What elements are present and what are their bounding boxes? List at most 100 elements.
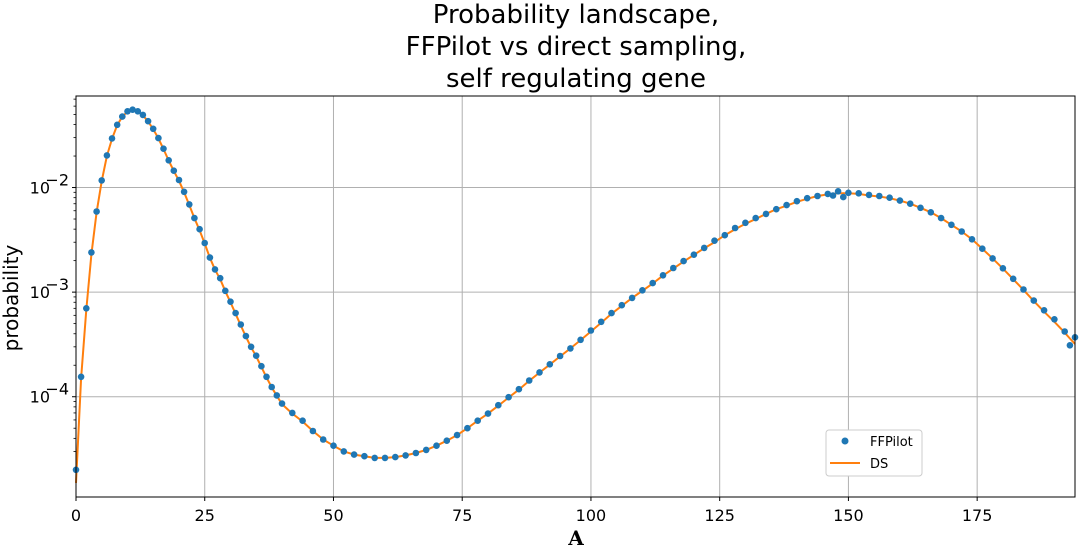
ffpilot-data-point xyxy=(700,244,708,252)
ffpilot-data-point xyxy=(371,454,379,462)
ffpilot-data-point xyxy=(865,191,873,199)
ffpilot-data-point xyxy=(834,188,842,195)
legend-box xyxy=(825,429,923,477)
ffpilot-data-point xyxy=(299,417,306,425)
ffpilot-data-point xyxy=(422,446,430,454)
ffpilot-data-point xyxy=(814,192,821,200)
ffpilot-data-point xyxy=(216,274,224,282)
ffpilot-data-point xyxy=(1066,342,1074,349)
x-axis-label: A xyxy=(567,526,584,550)
ffpilot-data-point xyxy=(242,332,250,340)
ffpilot-data-point xyxy=(175,176,183,184)
ffpilot-data-point xyxy=(309,427,317,435)
ffpilot-data-point xyxy=(443,437,451,445)
y-tick-base: 10 xyxy=(30,283,50,302)
ffpilot-data-point xyxy=(845,189,852,197)
ffpilot-data-point xyxy=(144,117,152,125)
ffpilot-data-point xyxy=(979,245,986,252)
x-tick-label: 175 xyxy=(962,506,993,525)
ffpilot-data-point xyxy=(222,287,229,295)
ffpilot-data-point xyxy=(484,410,492,417)
ffpilot-data-point xyxy=(597,318,605,326)
ffpilot-data-point xyxy=(201,239,208,247)
ffpilot-data-point xyxy=(855,190,862,197)
ffpilot-data-point xyxy=(191,214,198,222)
ffpilot-data-point xyxy=(948,221,955,229)
ffpilot-data-point xyxy=(165,157,172,164)
ffpilot-data-point xyxy=(93,208,100,215)
chart-title-line-3: self regulating gene xyxy=(446,64,706,94)
ffpilot-marker-layer xyxy=(72,106,1079,474)
ffpilot-data-point xyxy=(402,452,409,459)
ffpilot-data-point xyxy=(1061,328,1068,335)
ffpilot-data-point xyxy=(1009,275,1017,283)
ffpilot-data-point xyxy=(433,442,440,450)
ffpilot-data-point xyxy=(453,431,461,439)
ffpilot-data-point xyxy=(268,383,276,391)
ffpilot-data-point xyxy=(536,369,543,376)
ffpilot-data-point xyxy=(1020,286,1027,293)
y-tick-base: 10 xyxy=(30,179,50,198)
ffpilot-data-point xyxy=(196,225,203,233)
ffpilot-data-point xyxy=(124,108,131,115)
y-tick-label: 10 xyxy=(30,179,50,198)
ffpilot-data-point xyxy=(381,454,389,462)
ds-line-layer xyxy=(75,108,1076,483)
ffpilot-data-point xyxy=(773,205,780,213)
ffpilot-data-point xyxy=(350,451,358,458)
ffpilot-data-point xyxy=(186,201,193,208)
y-tick-exponent: −2 xyxy=(45,171,69,190)
ffpilot-data-point xyxy=(273,392,281,399)
ffpilot-data-point xyxy=(412,449,420,457)
y-tick-exponent: −3 xyxy=(45,275,69,294)
ffpilot-data-point xyxy=(495,401,502,409)
x-ticks: 0 25 50 75 100 125 150 175 xyxy=(71,497,993,525)
x-tick-label: 0 xyxy=(71,506,81,525)
ffpilot-data-point xyxy=(659,272,667,279)
ffpilot-data-point xyxy=(762,210,770,218)
ffpilot-data-point xyxy=(263,373,270,381)
ffpilot-data-point xyxy=(577,336,584,344)
ffpilot-data-point xyxy=(917,204,924,212)
ffpilot-data-point xyxy=(361,452,368,460)
ffpilot-data-point xyxy=(840,193,847,201)
legend-ffpilot-label: FFPilot xyxy=(870,435,913,450)
ffpilot-data-point xyxy=(711,237,718,244)
ffpilot-data-point xyxy=(742,219,749,227)
y-tick-label: 10 xyxy=(30,388,50,407)
ffpilot-data-point xyxy=(896,197,904,204)
ffpilot-data-point xyxy=(680,257,687,265)
x-tick-label: 125 xyxy=(704,506,735,525)
ffpilot-data-point xyxy=(289,409,296,417)
ffpilot-data-point xyxy=(170,167,178,174)
legend-ffpilot-marker xyxy=(841,437,849,445)
ffpilot-data-point xyxy=(989,255,996,262)
ffpilot-data-point xyxy=(258,362,265,370)
grid xyxy=(75,96,1075,497)
x-tick-label: 50 xyxy=(323,506,343,525)
ffpilot-data-point xyxy=(134,108,142,115)
ffpilot-data-point xyxy=(88,249,95,256)
chart-title: Probability landscape, FFPilot vs direct… xyxy=(406,0,747,94)
ffpilot-data-point xyxy=(876,192,883,200)
ffpilot-data-point xyxy=(1030,297,1038,304)
ffpilot-data-point xyxy=(793,197,801,205)
ffpilot-data-point xyxy=(927,209,935,216)
ffpilot-data-point xyxy=(108,135,116,142)
ffpilot-data-point xyxy=(83,305,90,312)
ffpilot-data-point xyxy=(98,177,105,184)
y-axis-label: probability xyxy=(0,244,23,351)
ffpilot-data-point xyxy=(525,377,533,384)
ffpilot-data-point xyxy=(505,393,512,401)
ffpilot-data-point xyxy=(690,251,698,258)
ffpilot-data-point xyxy=(160,145,167,152)
ffpilot-data-point xyxy=(211,266,219,273)
legend: FFPilot DS xyxy=(825,429,923,477)
ffpilot-data-point xyxy=(330,442,337,450)
x-tick-label: 75 xyxy=(452,506,472,525)
ffpilot-data-point xyxy=(129,106,136,113)
ffpilot-data-point xyxy=(906,200,914,207)
ffpilot-data-point xyxy=(1051,316,1058,323)
ffpilot-data-point xyxy=(119,113,126,120)
